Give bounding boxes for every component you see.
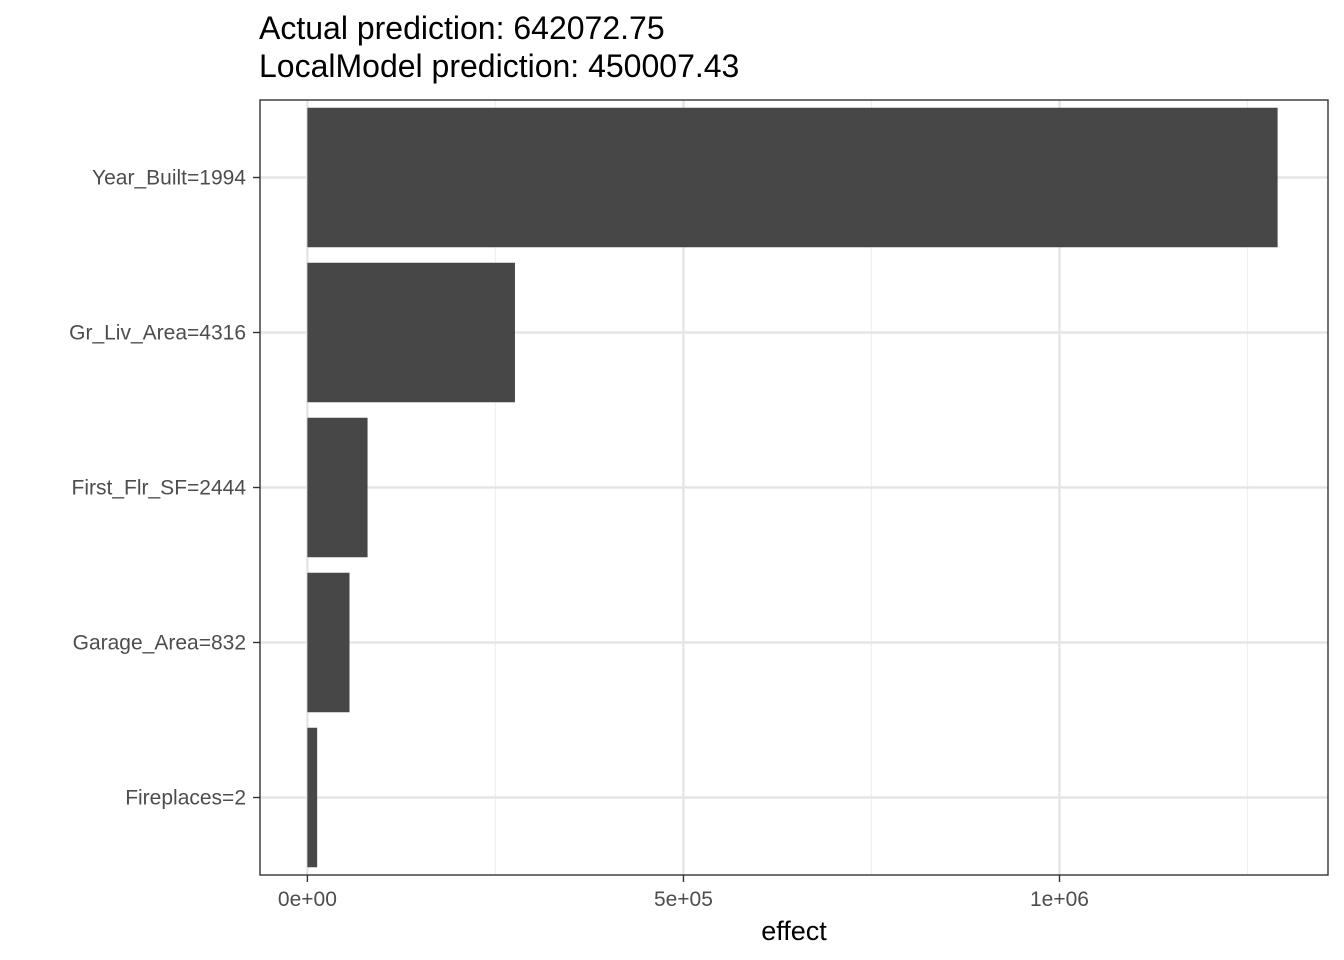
bar-1 xyxy=(307,262,515,403)
bar-2 xyxy=(307,417,368,558)
x-tick-label-2: 1e+06 xyxy=(1030,888,1089,911)
bars xyxy=(307,107,1278,868)
bar-3 xyxy=(307,572,350,713)
x-tick-label-1: 5e+05 xyxy=(654,888,713,911)
x-axis-label: effect xyxy=(761,916,827,946)
chart-title-line-1: Actual prediction: 642072.75 xyxy=(259,10,665,46)
x-axis: 0e+00 5e+05 1e+06 xyxy=(278,875,1089,911)
chart-title-line-2: LocalModel prediction: 450007.43 xyxy=(259,48,739,84)
x-tick-label-0: 0e+00 xyxy=(278,888,337,911)
y-tick-label-3: Garage_Area=832 xyxy=(73,632,246,655)
y-tick-label-1: Gr_Liv_Area=4316 xyxy=(69,322,246,345)
y-tick-label-2: First_Flr_SF=2444 xyxy=(72,477,247,500)
bar-4 xyxy=(307,727,318,868)
bar-0 xyxy=(307,107,1278,248)
y-tick-label-0: Year_Built=1994 xyxy=(92,167,246,190)
y-tick-label-4: Fireplaces=2 xyxy=(125,787,246,810)
y-axis: Year_Built=1994 Gr_Liv_Area=4316 First_Flr… xyxy=(69,167,260,810)
